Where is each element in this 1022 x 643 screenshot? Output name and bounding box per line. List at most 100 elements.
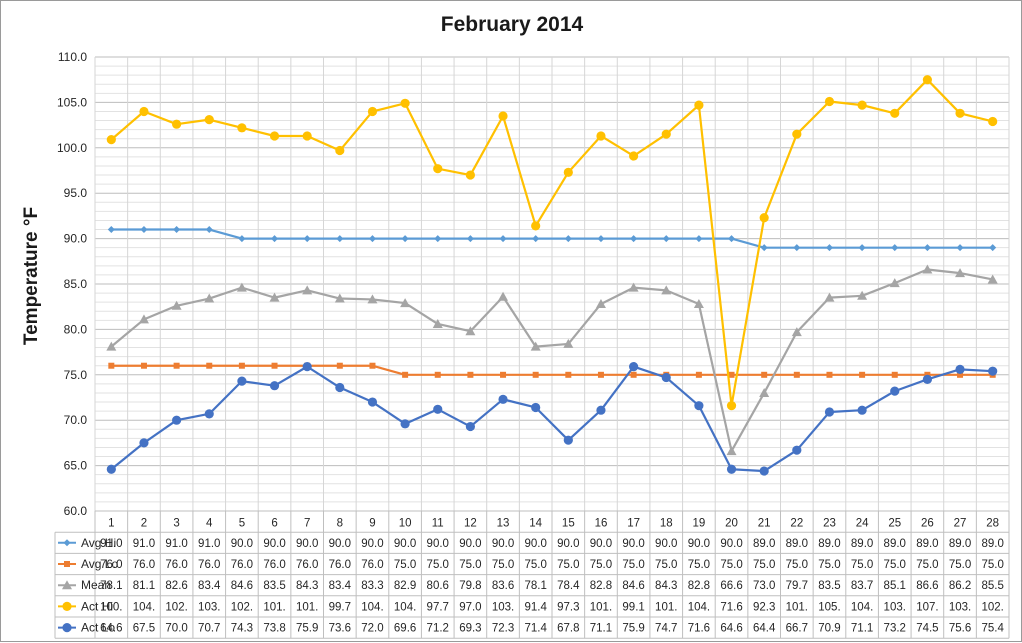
table-cell-avg-lo: 75.0 xyxy=(590,559,612,571)
data-point-avg-lo xyxy=(173,362,180,369)
table-cell-avg-lo: 76.0 xyxy=(100,559,122,571)
data-point-mean xyxy=(563,338,574,348)
table-cell-avg-lo: 75.0 xyxy=(818,559,840,571)
table-cell-avg-hi: 90.0 xyxy=(263,538,285,550)
data-point-act-lo xyxy=(759,466,769,476)
data-point-avg-hi xyxy=(858,244,866,252)
table-cell-act-hi: 102. xyxy=(165,601,187,613)
y-tick-label: 85.0 xyxy=(64,277,88,291)
data-point-mean xyxy=(824,292,835,302)
table-cell-act-lo: 64.6 xyxy=(100,623,122,635)
table-cell-act-hi: 102. xyxy=(981,601,1003,613)
table-cell-act-lo: 64.6 xyxy=(720,623,742,635)
data-point-act-lo xyxy=(694,401,704,411)
data-point-act-lo xyxy=(204,409,214,419)
data-point-act-hi xyxy=(400,98,410,108)
table-cell-act-hi: 105. xyxy=(818,601,840,613)
data-point-act-hi xyxy=(367,106,378,117)
table-cell-act-hi: 101. xyxy=(263,601,285,613)
data-point-act-lo xyxy=(792,445,802,455)
table-cell-act-lo: 66.7 xyxy=(786,623,808,635)
data-point-act-lo xyxy=(531,402,541,413)
y-tick-label: 80.0 xyxy=(64,322,88,336)
data-point-avg-hi xyxy=(107,226,115,234)
y-tick-label: 70.0 xyxy=(64,413,88,427)
table-cell-act-hi: 100. xyxy=(100,601,122,613)
data-point-mean xyxy=(530,341,541,351)
legend-key-marker-avg-lo xyxy=(64,561,70,567)
table-cell-act-hi: 101. xyxy=(296,601,318,613)
data-point-avg-hi xyxy=(825,244,833,252)
data-point-mean xyxy=(400,298,411,308)
data-point-mean xyxy=(138,314,149,324)
table-cell-act-hi: 97.7 xyxy=(427,601,449,613)
x-tick-label: 27 xyxy=(954,517,967,529)
data-point-avg-hi xyxy=(891,244,899,252)
table-cell-avg-hi: 90.0 xyxy=(524,538,546,550)
data-point-avg-hi xyxy=(499,235,507,243)
data-point-act-lo xyxy=(172,415,182,425)
x-tick-label: 20 xyxy=(725,517,738,529)
data-table: 1 2 3 4 5 6 7 8 9 10 11 12 13 14 15 16 17 18 19 20 21 22 23 24 2… xyxy=(54,510,1010,639)
table-cell-act-lo: 67.8 xyxy=(557,623,579,635)
data-point-act-hi xyxy=(726,401,737,411)
y-tick-label: 100.0 xyxy=(57,141,87,155)
table-cell-act-hi: 91.4 xyxy=(524,601,547,613)
data-point-mean xyxy=(269,292,280,302)
table-cell-avg-hi: 89.0 xyxy=(851,538,873,550)
data-point-avg-lo xyxy=(271,362,278,369)
data-point-act-lo xyxy=(433,404,443,414)
table-cell-avg-hi: 89.0 xyxy=(884,538,906,550)
table-cell-mean: 66.6 xyxy=(720,580,742,592)
data-point-avg-lo xyxy=(369,362,376,369)
table-cell-avg-hi: 90.0 xyxy=(329,538,351,550)
table-cell-mean: 84.3 xyxy=(296,580,318,592)
table-cell-act-hi: 97.3 xyxy=(557,601,579,613)
table-cell-avg-lo: 75.0 xyxy=(622,559,644,571)
data-point-act-lo xyxy=(335,382,345,393)
table-cell-avg-lo: 76.0 xyxy=(263,559,285,571)
data-point-avg-hi xyxy=(695,235,703,243)
data-point-avg-lo xyxy=(695,371,702,378)
data-point-avg-hi xyxy=(793,244,801,252)
table-cell-avg-hi: 90.0 xyxy=(655,538,677,550)
data-point-act-lo xyxy=(824,407,835,417)
data-point-avg-lo xyxy=(891,371,898,378)
data-point-avg-hi xyxy=(303,235,311,243)
data-point-act-hi xyxy=(139,106,149,117)
data-point-act-hi xyxy=(531,221,541,231)
data-point-act-hi xyxy=(204,115,214,125)
series-line-avg-hi xyxy=(111,228,993,249)
table-cell-avg-lo: 75.0 xyxy=(524,559,546,571)
data-point-avg-hi xyxy=(434,235,442,243)
table-cell-avg-hi: 90.0 xyxy=(427,538,449,550)
legend-key-marker-avg-hi xyxy=(63,539,71,547)
table-cell-avg-lo: 75.0 xyxy=(786,559,808,571)
x-tick-label: 23 xyxy=(823,517,836,529)
table-cell-act-hi: 103. xyxy=(949,601,971,613)
data-point-act-lo xyxy=(988,366,998,376)
x-tick-label: 3 xyxy=(173,517,179,529)
y-tick-label: 110.0 xyxy=(58,50,87,64)
table-cell-avg-hi: 89.0 xyxy=(753,538,775,550)
table-cell-mean: 86.2 xyxy=(949,580,971,592)
table-cell-act-hi: 104. xyxy=(133,601,155,613)
table-cell-avg-lo: 75.0 xyxy=(753,559,775,571)
table-cell-mean: 82.9 xyxy=(394,580,416,592)
table-cell-avg-lo: 75.0 xyxy=(492,559,514,571)
table-cell-avg-lo: 75.0 xyxy=(851,559,873,571)
table-cell-act-hi: 99.1 xyxy=(622,601,644,613)
x-tick-label: 21 xyxy=(758,517,771,529)
table-cell-avg-hi: 90.0 xyxy=(492,538,514,550)
data-point-avg-hi xyxy=(760,244,768,252)
data-point-avg-lo xyxy=(728,371,735,378)
data-point-avg-hi xyxy=(564,235,572,243)
table-cell-act-lo: 71.2 xyxy=(427,623,449,635)
table-cell-mean: 83.4 xyxy=(198,580,221,592)
data-point-act-lo xyxy=(661,372,671,383)
data-point-avg-hi xyxy=(466,235,474,243)
table-cell-avg-hi: 90.0 xyxy=(720,538,742,550)
table-cell-mean: 85.1 xyxy=(884,580,906,592)
data-point-act-hi xyxy=(955,108,965,118)
table-cell-act-lo: 70.7 xyxy=(198,623,220,635)
